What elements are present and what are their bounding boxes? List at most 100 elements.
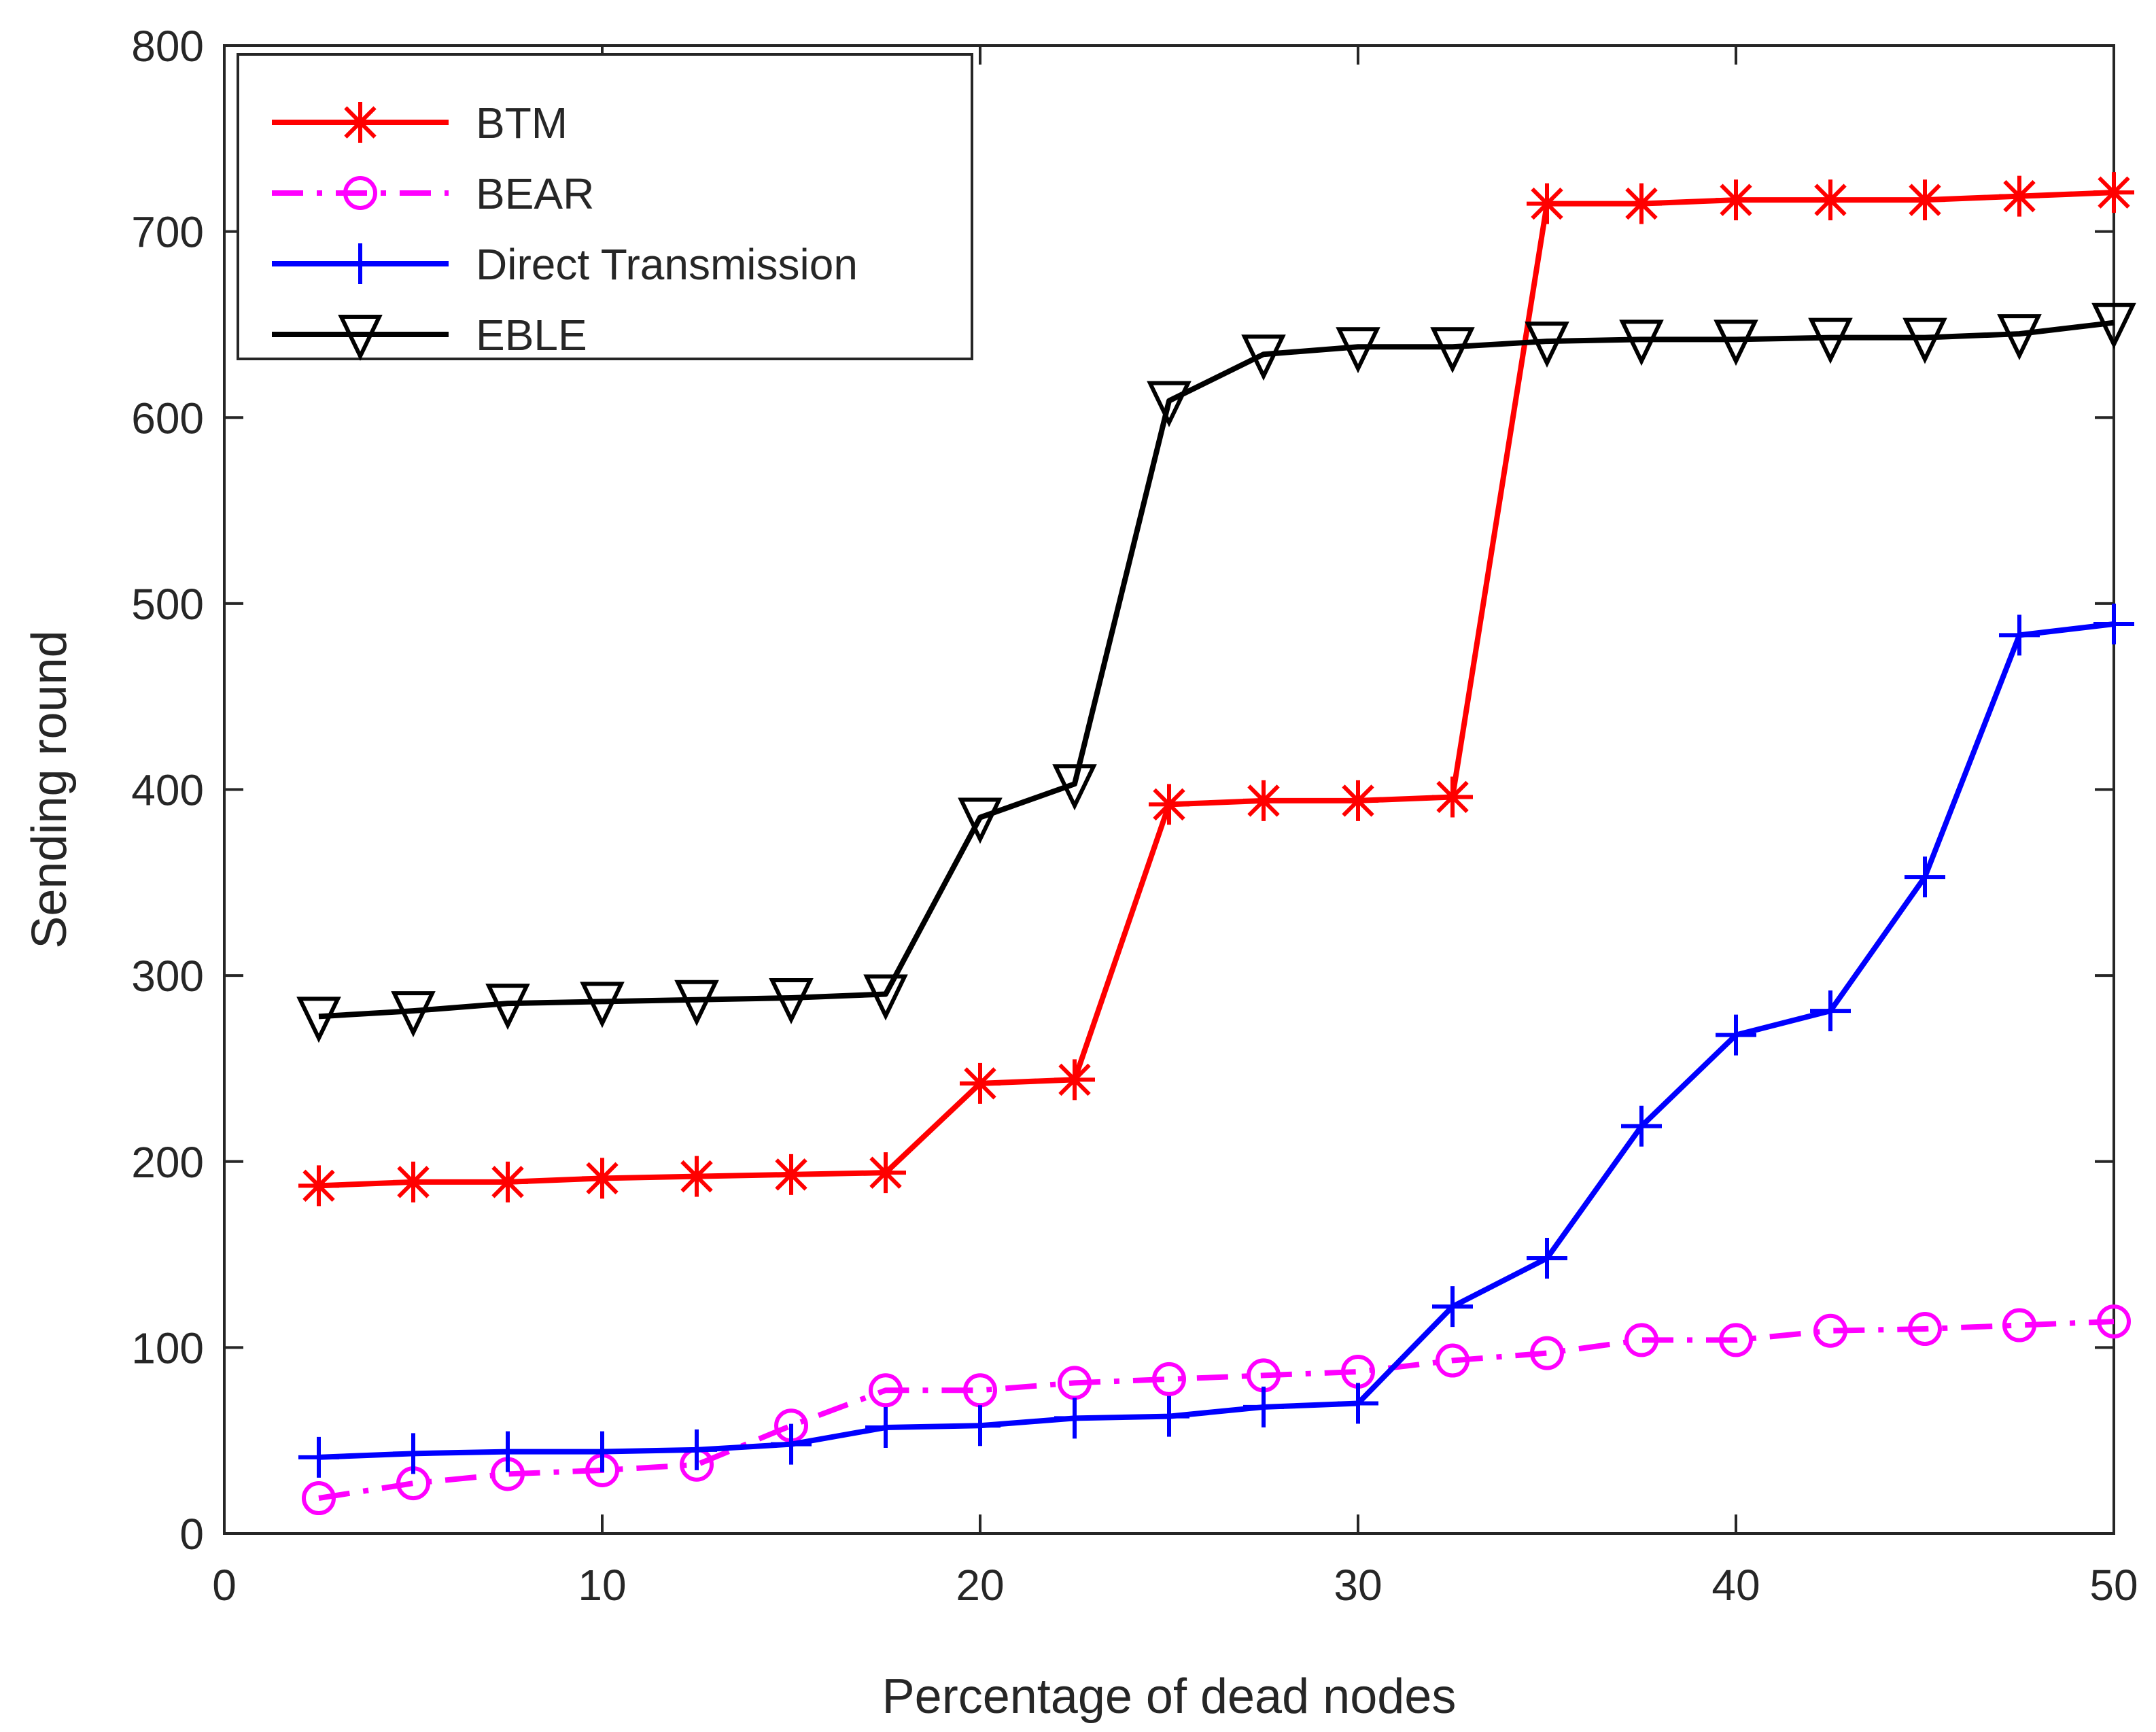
legend-marker [343, 176, 377, 210]
data-point [1527, 1238, 1567, 1279]
series-btm [298, 172, 2134, 1207]
data-point [1430, 327, 1475, 374]
legend-entry: EBLE [272, 311, 587, 361]
legend-label: BEAR [476, 169, 594, 218]
data-point [1810, 179, 1851, 221]
data-point [865, 1152, 906, 1194]
x-tick-label: 40 [1711, 1561, 1760, 1610]
axis-ticks [223, 44, 2115, 1535]
data-point [1905, 856, 1945, 898]
series-eble [296, 302, 2136, 1043]
data-point [298, 1436, 339, 1478]
series-layer [296, 172, 2136, 1516]
legend-entry: BEAR [272, 169, 594, 218]
data-point [1147, 381, 1192, 428]
data-point [1621, 1105, 1662, 1147]
x-tick-label: 50 [2089, 1561, 2138, 1610]
y-tick-label: 400 [131, 766, 204, 815]
data-point [865, 1407, 906, 1449]
data-point [2002, 1308, 2036, 1343]
data-point [1525, 322, 1569, 368]
y-tick-label: 0 [179, 1510, 204, 1559]
y-tick-label: 300 [131, 952, 204, 1001]
data-point [1999, 614, 2040, 656]
data-point [582, 1158, 623, 1199]
y-tick-label: 500 [131, 580, 204, 629]
data-point [1241, 334, 1286, 381]
legend: BTM BEAR Direct Transmission EBLE [237, 53, 973, 361]
legend-label: EBLE [476, 311, 587, 360]
data-point [2093, 603, 2134, 644]
legend-entry: BTM [272, 99, 568, 148]
data-point [302, 1481, 336, 1516]
data-point [1999, 175, 2040, 217]
data-point [1054, 1059, 1095, 1101]
legend-entry: Direct Transmission [272, 240, 858, 289]
series-line [318, 319, 2115, 1020]
data-point [1810, 990, 1851, 1032]
legend-label: BTM [476, 99, 568, 148]
y-tick-label: 100 [131, 1323, 204, 1372]
data-point [960, 1062, 1001, 1104]
data-point [1621, 183, 1662, 224]
data-point [676, 1156, 717, 1197]
x-tick-label: 20 [956, 1561, 1004, 1610]
data-point [582, 1431, 623, 1472]
legend-marker [340, 102, 381, 143]
data-point [1530, 1336, 1564, 1370]
data-point [1716, 1014, 1756, 1056]
data-point [1149, 1396, 1189, 1437]
series-direct-transmission [298, 603, 2134, 1478]
data-point [1902, 317, 1947, 364]
data-point [1905, 179, 1945, 221]
data-point [2093, 172, 2134, 213]
data-point [1054, 1398, 1095, 1439]
data-point [1714, 319, 1758, 366]
data-point [391, 991, 436, 1038]
data-point [487, 1161, 528, 1202]
data-point [676, 1429, 717, 1470]
data-point [1243, 1386, 1284, 1427]
data-point [769, 977, 814, 1024]
y-tick-label: 200 [131, 1138, 204, 1187]
data-point [771, 1423, 812, 1465]
data-point [393, 1161, 434, 1202]
legend-label: Direct Transmission [476, 240, 858, 289]
data-point [1997, 314, 2042, 361]
y-axis-label: Sending round [22, 630, 77, 948]
data-point [1152, 1362, 1186, 1396]
data-point [1149, 784, 1189, 825]
y-tick-label: 700 [131, 208, 204, 257]
data-point [487, 1431, 528, 1472]
data-point [960, 1405, 1001, 1447]
legend-box [237, 53, 973, 360]
data-point [958, 797, 1003, 844]
y-tick-label: 600 [131, 394, 204, 443]
data-point [1716, 179, 1756, 221]
data-point [1719, 1323, 1753, 1357]
x-tick-labels: 0 10 20 30 40 50 [212, 1561, 2138, 1610]
x-axis-label: Percentage of dead nodes [882, 1669, 1457, 1724]
data-point [2091, 302, 2136, 349]
data-point [1432, 776, 1473, 818]
data-point [298, 1165, 339, 1207]
data-point [1243, 780, 1284, 821]
x-tick-label: 30 [1334, 1561, 1382, 1610]
data-point [1619, 319, 1664, 366]
data-point [296, 997, 341, 1043]
data-point [1436, 1343, 1470, 1378]
data-point [1624, 1323, 1658, 1357]
data-point [580, 982, 625, 1028]
data-point [869, 1373, 903, 1408]
data-point [863, 974, 908, 1021]
data-point [771, 1154, 812, 1195]
x-tick-label: 0 [212, 1561, 237, 1610]
data-point [674, 980, 719, 1026]
legend-marker [340, 243, 381, 284]
data-point [485, 984, 530, 1030]
data-point [1432, 1286, 1473, 1328]
data-point [2097, 1304, 2131, 1339]
data-point [1338, 780, 1378, 821]
data-point [1338, 1383, 1378, 1424]
